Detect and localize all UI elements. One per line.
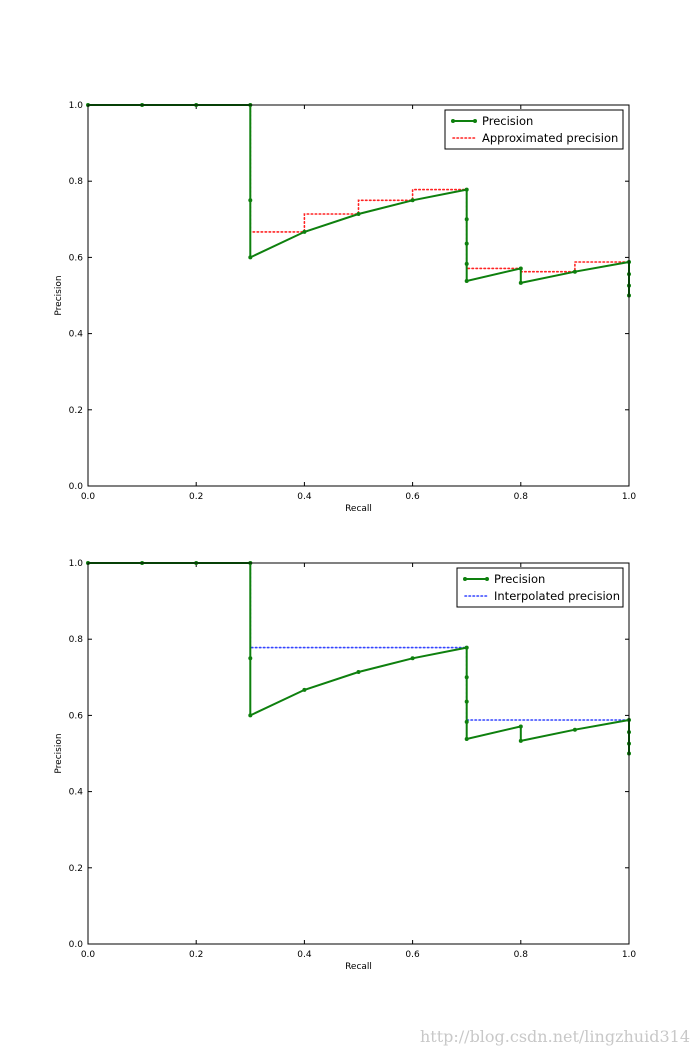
series-point [464,719,469,724]
legend-label: Approximated precision [482,131,618,145]
x-tick-label: 0.4 [297,492,312,502]
legend-marker [473,119,477,123]
x-tick-label: 0.4 [297,950,312,960]
series-point [464,217,469,222]
series-point [518,738,523,743]
axes-frame [87,104,630,487]
y-tick-label: 0.2 [69,864,83,874]
x-tick-label: 1.0 [622,492,637,502]
chart-2: 0.0 0.2 0.4 0.6 0.8 1.0 0.0 0.2 0.4 0.6 0.8 1.0 Reca… [54,559,636,972]
series-point [302,687,307,692]
series-point [356,669,361,674]
series-point [248,656,253,661]
series-point [464,675,469,680]
series-point [464,187,469,192]
x-tick-label: 0.2 [189,492,203,502]
series-point [518,266,523,271]
y-tick-label: 0.8 [69,177,84,187]
series-point [302,229,307,234]
x-tick-label: 0.8 [514,492,529,502]
x-tick-label: 0.8 [514,950,529,960]
series-point [572,269,577,274]
x-tick-label: 0.0 [81,492,96,502]
legend: Precision Interpolated precision [456,567,624,608]
series-point [464,645,469,650]
y-tick-label: 1.0 [69,559,84,569]
legend: Precision Approximated precision [444,109,624,150]
x-tick-label: 0.6 [405,492,420,502]
chart-1: 0.0 0.2 0.4 0.6 0.8 1.0 0.0 0.2 0.4 0.6 0.8 1.0 Reca… [54,101,636,514]
y-tick-label: 0.6 [69,711,84,721]
y-tick-label: 0.0 [69,482,84,492]
legend-box [444,109,624,150]
series-point [464,261,469,266]
y-tick-label: 0.8 [69,635,84,645]
series-point [356,211,361,216]
y-tick-label: 0.6 [69,253,84,263]
legend-label: Interpolated precision [494,589,620,603]
series-point [248,198,253,203]
x-axis-label: Recall [345,504,372,514]
y-tick-label: 0.2 [69,406,83,416]
series-point [410,198,415,203]
y-tick-label: 0.0 [69,940,84,950]
x-tick-label: 0.2 [189,950,203,960]
y-tick-label: 1.0 [69,101,84,111]
series-point [464,737,469,742]
watermark-text: http://blog.csdn.net/lingzhuid314 [419,1027,690,1046]
series-point [572,727,577,732]
y-axis-label: Precision [54,275,64,315]
series-point [248,255,253,260]
legend-marker [451,119,455,123]
series-point [518,280,523,285]
series-point [248,713,253,718]
x-tick-label: 0.0 [81,950,96,960]
y-tick-label: 0.4 [69,788,84,798]
series-point [464,241,469,246]
x-tick-label: 0.6 [405,950,420,960]
legend-marker [463,577,467,581]
series-point [410,656,415,661]
y-tick-label: 0.4 [69,330,84,340]
series-point [464,699,469,704]
y-axis-label: Precision [54,733,64,773]
legend-label: Precision [494,572,545,586]
axes-frame [87,562,630,945]
series-point [518,724,523,729]
x-tick-label: 1.0 [622,950,637,960]
legend-label: Precision [482,114,533,128]
legend-marker [485,577,489,581]
x-axis-label: Recall [345,962,372,972]
legend-box [456,567,624,608]
series-point [464,279,469,284]
series-line-2 [87,104,630,273]
